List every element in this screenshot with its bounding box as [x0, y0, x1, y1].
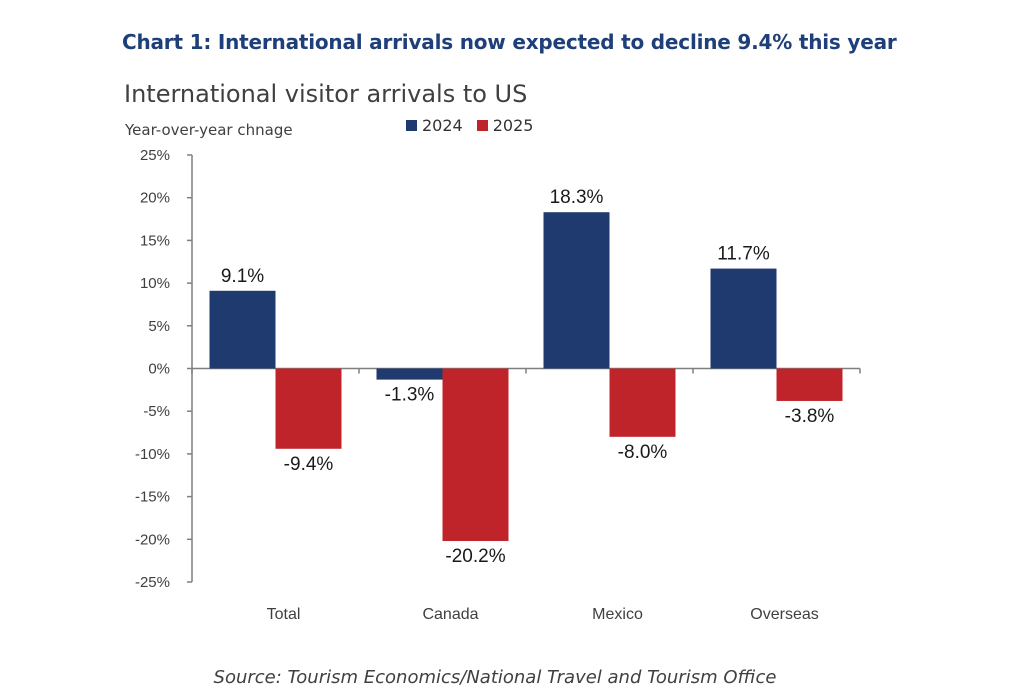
y-tick-label: -5% [143, 403, 170, 420]
legend-label-2025: 2025 [492, 116, 534, 135]
y-tick-label: 25% [140, 147, 170, 164]
x-tick-label-mexico: Mexico [592, 606, 643, 623]
y-tick-label: -25% [135, 574, 170, 591]
legend-item-2025: 2025 [476, 116, 534, 135]
bar-2024-canada [376, 368, 443, 380]
legend-item-2024: 2024 [406, 116, 463, 135]
legend-swatch-2025 [476, 120, 488, 131]
chart-title: International visitor arrivals to US [124, 80, 528, 108]
legend-swatch-2024 [406, 120, 417, 131]
x-tick-label-total: Total [267, 606, 301, 623]
bar-2025-mexico [609, 368, 676, 437]
data-label-2024-mexico: 18.3% [550, 187, 604, 208]
y-tick-label: 0% [148, 361, 170, 378]
data-label-2025-canada: -20.2% [445, 546, 505, 567]
y-tick-label: 15% [140, 232, 170, 249]
data-label-2024-canada: -1.3% [385, 385, 435, 406]
y-axis-label: Year-over-year chnage [125, 121, 293, 139]
bar-2024-total [209, 290, 276, 369]
y-tick-label: 20% [140, 190, 170, 207]
data-label-2025-mexico: -8.0% [618, 442, 668, 463]
source-note: Source: Tourism Economics/National Trave… [213, 667, 777, 688]
data-label-2024-overseas: 11.7% [717, 244, 770, 265]
chart-legend: 2024 2025 [406, 116, 533, 135]
bar-2024-mexico [543, 212, 610, 369]
bar-2025-total [275, 368, 342, 449]
x-tick-label-overseas: Overseas [750, 606, 818, 623]
bar-2025-canada [442, 368, 509, 542]
data-label-2024-total: 9.1% [221, 266, 264, 287]
bar-2024-overseas [710, 268, 777, 369]
data-label-2025-overseas: -3.8% [785, 406, 835, 427]
y-tick-label: -20% [135, 531, 170, 548]
x-tick-label-canada: Canada [422, 606, 478, 623]
legend-label-2024: 2024 [422, 116, 463, 135]
bar-2025-overseas [776, 368, 843, 401]
chart-heading: Chart 1: International arrivals now expe… [122, 30, 897, 54]
y-tick-label: 10% [140, 275, 170, 292]
data-label-2025-total: -9.4% [284, 454, 334, 475]
y-tick-label: -15% [135, 489, 170, 506]
y-tick-label: -10% [135, 446, 170, 463]
y-tick-label: 5% [148, 318, 170, 335]
